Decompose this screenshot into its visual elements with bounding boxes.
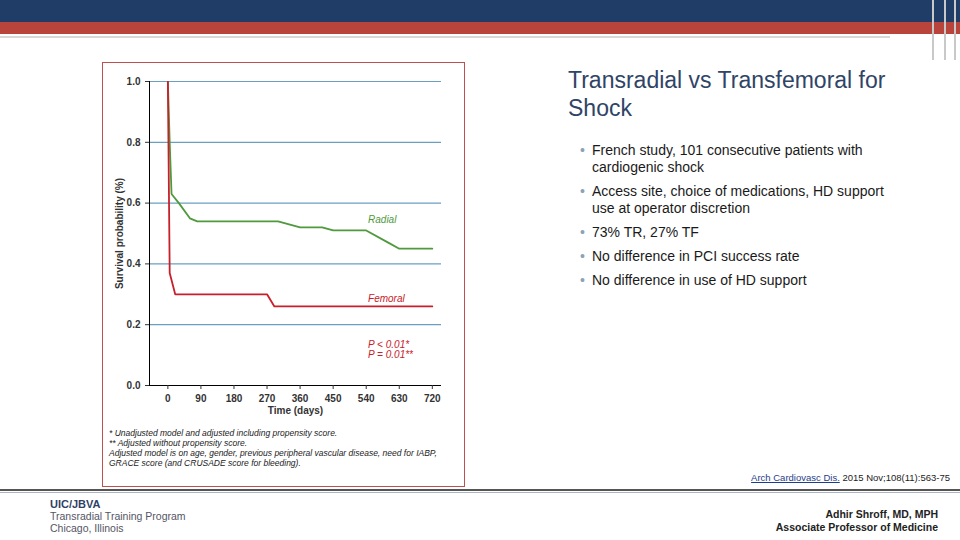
svg-text:P < 0.01*: P < 0.01*	[368, 339, 410, 350]
svg-text:0.4: 0.4	[127, 258, 141, 269]
svg-text:630: 630	[391, 393, 408, 404]
svg-text:270: 270	[259, 393, 276, 404]
svg-text:0.2: 0.2	[127, 319, 141, 330]
html-text:Adjusted model is on age, gend: Adjusted model is on age, gender, previo…	[109, 448, 437, 468]
html-text:No difference in use of HD sup: No difference in use of HD support	[592, 272, 807, 288]
html-text:French study, 101 consecutive: French study, 101 consecutive patients w…	[592, 142, 863, 175]
svg-text:450: 450	[325, 393, 342, 404]
svg-text:Time (days): Time (days)	[268, 405, 323, 416]
svg-text:360: 360	[292, 393, 309, 404]
html-text:UIC/JBVA: UIC/JBVA	[50, 498, 101, 510]
svg-text:90: 90	[195, 393, 207, 404]
html-text:Adhir Shroff, MD, MPH: Adhir Shroff, MD, MPH	[825, 508, 938, 520]
svg-text:Radial: Radial	[368, 214, 397, 225]
html-text:Chicago, Illinois: Chicago, Illinois	[50, 522, 124, 534]
svg-text:P = 0.01**: P = 0.01**	[368, 349, 414, 360]
html-text:Transradial vs Transfemoral fo: Transradial vs Transfemoral for Shock	[568, 67, 886, 121]
svg-text:0: 0	[165, 393, 171, 404]
html-text:* Unadjusted model and adjuste: * Unadjusted model and adjusted includin…	[109, 428, 338, 438]
svg-text:720: 720	[424, 393, 441, 404]
svg-text:Survival probability (%): Survival probability (%)	[114, 178, 125, 289]
svg-text:0.0: 0.0	[127, 380, 141, 391]
html-text:Access site, choice of medicat: Access site, choice of medications, HD s…	[592, 183, 884, 216]
svg-text:180: 180	[226, 393, 243, 404]
svg-text:1.0: 1.0	[127, 76, 141, 87]
html-text:No difference in PCI success r: No difference in PCI success rate	[592, 248, 800, 264]
html-text:Transradial Training Program: Transradial Training Program	[50, 510, 186, 522]
html-text:73% TR, 27% TF: 73% TR, 27% TF	[592, 224, 699, 240]
svg-text:Femoral: Femoral	[368, 293, 405, 304]
html-text:Associate Professor of Medicin: Associate Professor of Medicine	[775, 521, 938, 533]
html-text:** Adjusted without propensity: ** Adjusted without propensity score.	[109, 438, 248, 448]
svg-text:540: 540	[358, 393, 375, 404]
svg-text:0.6: 0.6	[127, 197, 141, 208]
svg-text:0.8: 0.8	[127, 137, 141, 148]
html-text:Arch Cardiovasc Dis. 2015 Nov;: Arch Cardiovasc Dis. 2015 Nov;108(11):56…	[751, 472, 950, 483]
